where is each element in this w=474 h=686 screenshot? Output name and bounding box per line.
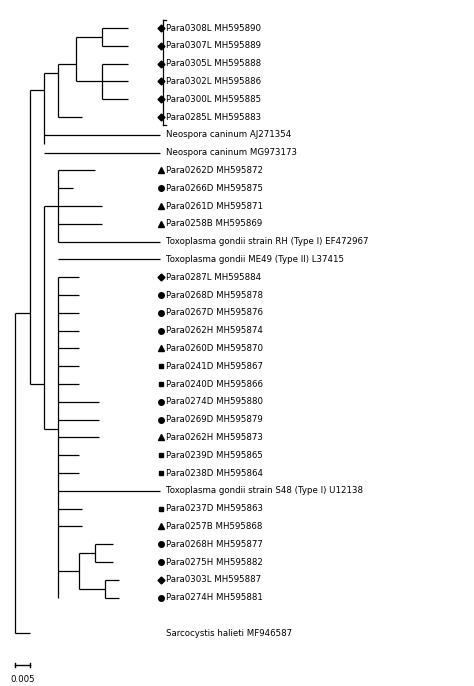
Text: Para0308L MH595890: Para0308L MH595890: [166, 23, 262, 33]
Text: Para0303L MH595887: Para0303L MH595887: [166, 576, 262, 584]
Text: Para0262H MH595873: Para0262H MH595873: [166, 433, 264, 442]
Text: Para0287L MH595884: Para0287L MH595884: [166, 273, 262, 282]
Text: Para0258B MH595869: Para0258B MH595869: [166, 220, 263, 228]
Text: Para0285L MH595883: Para0285L MH595883: [166, 113, 262, 121]
Text: Para0274H MH595881: Para0274H MH595881: [166, 593, 264, 602]
Text: Para0269D MH595879: Para0269D MH595879: [166, 415, 263, 424]
Text: Para0262H MH595874: Para0262H MH595874: [166, 326, 264, 335]
Text: Para0260D MH595870: Para0260D MH595870: [166, 344, 264, 353]
Text: Para0268D MH595878: Para0268D MH595878: [166, 291, 264, 300]
Text: Para0275H MH595882: Para0275H MH595882: [166, 558, 264, 567]
Text: Para0239D MH595865: Para0239D MH595865: [166, 451, 264, 460]
Text: Para0266D MH595875: Para0266D MH595875: [166, 184, 264, 193]
Text: Neospora caninum AJ271354: Neospora caninum AJ271354: [166, 130, 292, 139]
Text: Para0237D MH595863: Para0237D MH595863: [166, 504, 264, 513]
Text: Para0240D MH595866: Para0240D MH595866: [166, 379, 264, 388]
Text: Para0241D MH595867: Para0241D MH595867: [166, 362, 264, 370]
Text: Para0300L MH595885: Para0300L MH595885: [166, 95, 262, 104]
Text: Neospora caninum MG973173: Neospora caninum MG973173: [166, 148, 298, 157]
Text: Sarcocystis halieti MF946587: Sarcocystis halieti MF946587: [166, 628, 292, 638]
Text: Para0238D MH595864: Para0238D MH595864: [166, 469, 264, 477]
Text: Para0267D MH595876: Para0267D MH595876: [166, 308, 264, 318]
Text: Para0262D MH595872: Para0262D MH595872: [166, 166, 264, 175]
Text: 0.005: 0.005: [10, 675, 35, 684]
Text: Toxoplasma gondii strain RH (Type I) EF472967: Toxoplasma gondii strain RH (Type I) EF4…: [166, 237, 369, 246]
Text: Para0307L MH595889: Para0307L MH595889: [166, 41, 262, 50]
Text: Para0261D MH595871: Para0261D MH595871: [166, 202, 264, 211]
Text: Toxoplasma gondii ME49 (Type II) L37415: Toxoplasma gondii ME49 (Type II) L37415: [166, 255, 345, 264]
Text: Para0268H MH595877: Para0268H MH595877: [166, 540, 264, 549]
Text: Toxoplasma gondii strain S48 (Type I) U12138: Toxoplasma gondii strain S48 (Type I) U1…: [166, 486, 364, 495]
Text: Para0257B MH595868: Para0257B MH595868: [166, 522, 263, 531]
Text: Para0274D MH595880: Para0274D MH595880: [166, 397, 264, 406]
Text: Para0305L MH595888: Para0305L MH595888: [166, 59, 262, 68]
Text: Para0302L MH595886: Para0302L MH595886: [166, 77, 262, 86]
